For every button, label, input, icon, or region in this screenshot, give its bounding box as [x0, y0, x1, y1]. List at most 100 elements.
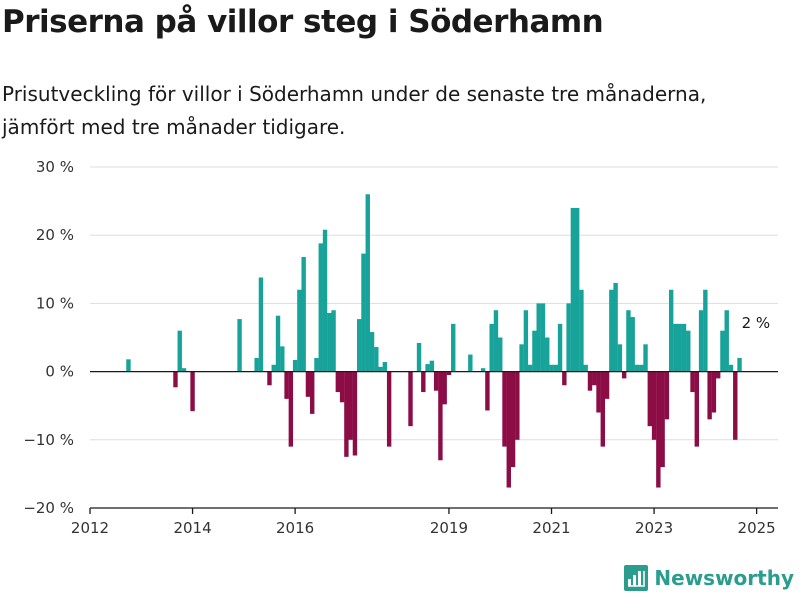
- bar: [600, 371, 605, 447]
- bar: [592, 371, 597, 386]
- bar: [519, 344, 524, 372]
- newsworthy-logo-icon: [624, 565, 649, 591]
- bar: [348, 371, 353, 440]
- bar: [498, 337, 503, 372]
- x-tick-label: 2012: [71, 519, 109, 537]
- bar: [382, 362, 388, 372]
- bar: [574, 207, 580, 372]
- bar: [583, 364, 588, 372]
- bar: [310, 371, 315, 414]
- bar: [275, 315, 281, 372]
- bar: [284, 371, 289, 399]
- bar: [673, 323, 678, 372]
- chart-title: Priserna på villor steg i Söderhamn: [2, 4, 604, 40]
- bar: [651, 371, 657, 440]
- bar: [361, 253, 366, 372]
- bar: [698, 310, 704, 372]
- bar: [613, 282, 618, 372]
- bar: [643, 344, 648, 372]
- bar: [724, 310, 729, 372]
- brand-logo: Newsworthy: [624, 565, 794, 591]
- bar: [190, 371, 195, 412]
- bar: [485, 371, 490, 411]
- x-tick-label: 2021: [532, 519, 570, 537]
- bar: [429, 360, 435, 372]
- bar: [677, 323, 682, 372]
- bar: [681, 323, 687, 372]
- bar: [331, 310, 336, 372]
- bar: [318, 243, 323, 372]
- bar: [267, 371, 272, 386]
- x-tick-label: 2014: [173, 519, 211, 537]
- x-tick-label: 2023: [635, 519, 673, 537]
- bar: [626, 310, 631, 372]
- bar: [451, 323, 456, 372]
- y-axis-tick-labels: −20 % −10 % 0 % 10 % 20 % 30 %: [23, 158, 74, 517]
- bar: [280, 346, 285, 372]
- bar: [639, 364, 644, 372]
- bar: [527, 364, 533, 372]
- bar: [254, 357, 259, 372]
- bar: [566, 303, 571, 372]
- bar: [630, 317, 635, 372]
- bar: [549, 364, 554, 372]
- bar: [297, 289, 302, 372]
- bar: [339, 371, 345, 403]
- bar: [446, 371, 452, 376]
- last-value-label: 2 %: [742, 314, 771, 332]
- bar: [493, 310, 499, 372]
- bar: [523, 310, 529, 372]
- bar: [288, 371, 294, 447]
- bar: [668, 289, 674, 372]
- axes: [90, 370, 778, 509]
- bar: [703, 289, 708, 372]
- bar: [365, 194, 370, 372]
- bar: [545, 337, 550, 372]
- bar: [604, 371, 610, 399]
- bar: [506, 371, 511, 488]
- x-axis-ticks: 2012 2014 2016 2019 2021 2023 2025: [71, 508, 776, 537]
- bar: [468, 354, 473, 372]
- bar: [510, 371, 516, 468]
- bar: [301, 257, 306, 372]
- bar: [737, 357, 742, 372]
- bar: [728, 364, 734, 372]
- bar: [258, 277, 264, 372]
- y-tick-label: −20 %: [23, 499, 74, 517]
- bar: [707, 371, 712, 420]
- bar: [621, 371, 627, 379]
- bar: [562, 371, 567, 386]
- bar: [587, 371, 593, 391]
- bar: [557, 323, 563, 372]
- chart-subtitle: Prisutveckling för villor i Söderhamn un…: [2, 82, 707, 139]
- bar: [694, 371, 700, 447]
- bar: [664, 371, 670, 420]
- bar: [609, 289, 614, 372]
- bar: [237, 319, 242, 372]
- bar: [553, 364, 558, 372]
- bar: [374, 347, 379, 372]
- x-tick-label: 2025: [738, 519, 776, 537]
- bar: [352, 371, 358, 456]
- bar: [647, 371, 652, 427]
- bar: [314, 357, 319, 372]
- y-tick-label: 10 %: [36, 294, 74, 312]
- bar: [173, 371, 178, 388]
- bar: [660, 371, 665, 468]
- bar: [378, 366, 383, 372]
- bar: [489, 323, 494, 372]
- bar: [690, 371, 695, 393]
- bar: [322, 229, 328, 372]
- bar: [344, 371, 349, 457]
- y-tick-label: −10 %: [23, 431, 74, 449]
- bar: [416, 342, 422, 372]
- bar: [177, 330, 182, 372]
- bar: [515, 371, 520, 440]
- bar: [656, 371, 661, 488]
- bar: [442, 371, 447, 405]
- bar: [425, 364, 430, 372]
- bar: [540, 303, 546, 372]
- bar: [634, 364, 640, 372]
- bar: [126, 359, 131, 372]
- bar: [570, 207, 576, 372]
